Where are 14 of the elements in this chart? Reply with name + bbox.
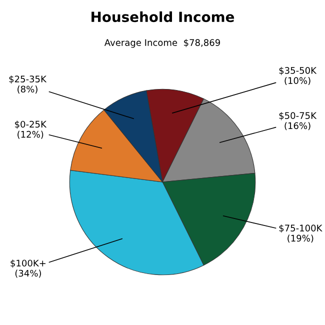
slice-label: $100K+ xyxy=(10,260,46,268)
slice-label: $75-100K xyxy=(279,224,322,233)
data-label: (10%) xyxy=(284,76,310,86)
chart-subtitle: Average Income $78,869 xyxy=(104,39,220,48)
data-label: (19%) xyxy=(288,234,314,243)
data-label: (8%) xyxy=(18,86,38,94)
slice-label: $0-25K xyxy=(15,120,47,129)
slice-label: $35-50K xyxy=(279,66,317,76)
chart-title: Household Income xyxy=(92,11,234,22)
slice-label: $25-35K xyxy=(9,75,47,84)
data-label: (12%) xyxy=(18,130,44,139)
data-label: (16%) xyxy=(284,122,310,130)
slice-label: $50-75K xyxy=(279,112,317,120)
data-label: (34%) xyxy=(15,270,41,278)
